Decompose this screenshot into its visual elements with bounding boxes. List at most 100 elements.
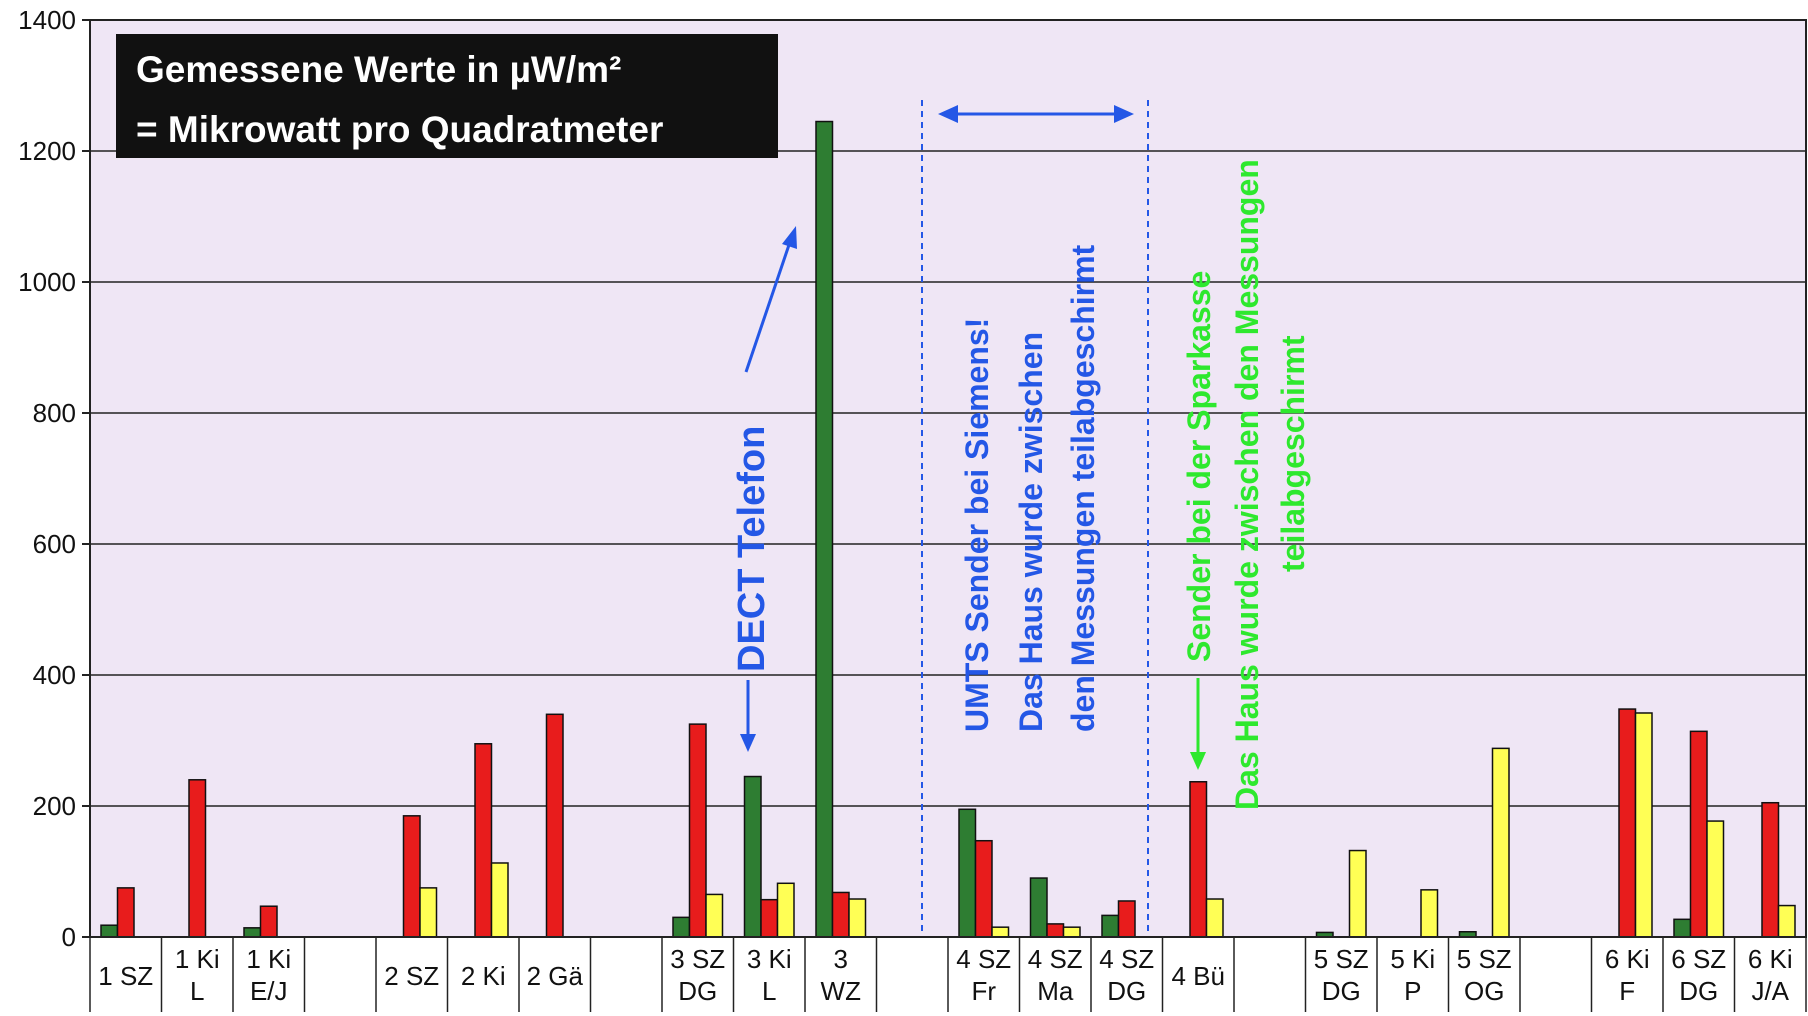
x-tick-label: F <box>1619 976 1635 1006</box>
plot-background <box>89 19 1807 938</box>
bar <box>1634 712 1653 938</box>
bar <box>100 924 119 938</box>
x-tick-label: DG <box>1107 976 1146 1006</box>
bar <box>116 887 135 938</box>
y-tick-label: 600 <box>33 529 76 559</box>
bar <box>1689 730 1708 938</box>
x-tick-label: 5 SZ <box>1457 944 1512 974</box>
bar <box>831 891 850 938</box>
y-tick-label: 1400 <box>18 5 76 35</box>
bar <box>776 882 795 938</box>
bar <box>1101 914 1120 938</box>
dect-annotation: DECT Telefon <box>731 226 797 752</box>
x-tick-label: 1 Ki <box>246 944 291 974</box>
dect-arrow-up <box>744 235 794 373</box>
umts-label-2: Das Haus wurde zwischen <box>1013 332 1049 732</box>
title-line-1: Gemessene Werte in µW/m² <box>136 49 621 90</box>
sparkasse-annotation: Sender bei der Sparkasse Das Haus wurde … <box>1181 159 1311 810</box>
bar <box>490 862 509 938</box>
y-tick-label: 400 <box>33 660 76 690</box>
bar <box>243 927 262 938</box>
x-tick-label: DG <box>1679 976 1718 1006</box>
x-tick-label: DG <box>678 976 717 1006</box>
bar <box>991 926 1010 938</box>
sparkasse-label-3: teilabgeschirmt <box>1275 335 1311 572</box>
x-tick-label: 3 Ki <box>747 944 792 974</box>
x-tick-label: P <box>1404 976 1421 1006</box>
umts-label-3: den Messungen teilabgeschirmt <box>1065 244 1101 732</box>
bar <box>1777 904 1796 938</box>
x-tick-label: 5 Ki <box>1390 944 1435 974</box>
sparkasse-arrow-head <box>1190 752 1206 770</box>
bar <box>1491 747 1510 938</box>
bar <box>1618 708 1637 938</box>
bar <box>1761 801 1780 938</box>
bar <box>688 723 707 938</box>
x-tick-label: 2 Gä <box>527 961 584 991</box>
bar <box>259 905 278 938</box>
title-box: Gemessene Werte in µW/m² = Mikrowatt pro… <box>116 34 778 158</box>
dect-arrow-down-head <box>740 734 756 752</box>
bar <box>1348 849 1367 938</box>
x-tick-label: 5 SZ <box>1314 944 1369 974</box>
bar <box>545 713 564 938</box>
y-tick-label: 200 <box>33 791 76 821</box>
bar <box>743 775 762 938</box>
umts-arrow-right-head <box>1114 105 1134 123</box>
bar <box>1205 898 1224 938</box>
x-tick-label: 2 Ki <box>461 961 506 991</box>
x-tick-label: DG <box>1322 976 1361 1006</box>
bar <box>815 120 834 938</box>
umts-arrow-left-head <box>938 105 958 123</box>
bar <box>1189 781 1208 938</box>
y-tick-label: 1000 <box>18 267 76 297</box>
x-tick-label: 1 SZ <box>98 961 153 991</box>
x-tick-label: 6 Ki <box>1605 944 1650 974</box>
y-tick-label: 0 <box>62 922 76 952</box>
bar <box>1046 923 1065 938</box>
x-tick-label: Fr <box>971 976 996 1006</box>
x-tick-label: L <box>190 976 204 1006</box>
x-tick-label: J/A <box>1751 976 1789 1006</box>
x-tick-label: 1 Ki <box>175 944 220 974</box>
x-tick-label: Ma <box>1037 976 1074 1006</box>
bar <box>958 808 977 938</box>
bar <box>705 893 724 938</box>
x-tick-label: 3 SZ <box>670 944 725 974</box>
bar <box>474 743 493 938</box>
x-tick-label: 6 Ki <box>1748 944 1793 974</box>
bar <box>402 815 421 938</box>
x-tick-label: 4 SZ <box>1028 944 1083 974</box>
x-tick-label: 6 SZ <box>1671 944 1726 974</box>
bar <box>1673 918 1692 938</box>
sparkasse-label-1: Sender bei der Sparkasse <box>1181 271 1217 662</box>
bar <box>1706 820 1725 938</box>
sparkasse-label-2: Das Haus wurde zwischen den Messungen <box>1229 159 1265 810</box>
dect-label: DECT Telefon <box>731 426 773 672</box>
x-tick-label: 3 <box>834 944 848 974</box>
dect-arrow-up-head <box>782 226 797 249</box>
gridlines <box>90 19 1806 807</box>
bar <box>188 779 207 938</box>
bar <box>974 839 993 938</box>
bar <box>1029 877 1048 938</box>
bar <box>760 898 779 938</box>
bar <box>1117 900 1136 938</box>
x-tick-label: OG <box>1464 976 1504 1006</box>
umts-annotation: UMTS Sender bei Siemens! Das Haus wurde … <box>921 100 1149 934</box>
plot-area <box>89 19 1807 938</box>
bar <box>1420 889 1439 938</box>
x-tick-label: 4 SZ <box>1099 944 1154 974</box>
bar <box>419 887 438 938</box>
title-line-2: = Mikrowatt pro Quadratmeter <box>136 109 663 150</box>
umts-label-1: UMTS Sender bei Siemens! <box>959 318 995 732</box>
x-tick-label: 4 SZ <box>956 944 1011 974</box>
x-tick-label: L <box>762 976 776 1006</box>
y-tick-label: 1200 <box>18 136 76 166</box>
bar <box>848 898 867 938</box>
bar <box>1062 926 1081 938</box>
y-tick-label: 800 <box>33 398 76 428</box>
y-axis-ticks: 0 200 400 600 800 1000 1200 1400 <box>18 5 90 952</box>
